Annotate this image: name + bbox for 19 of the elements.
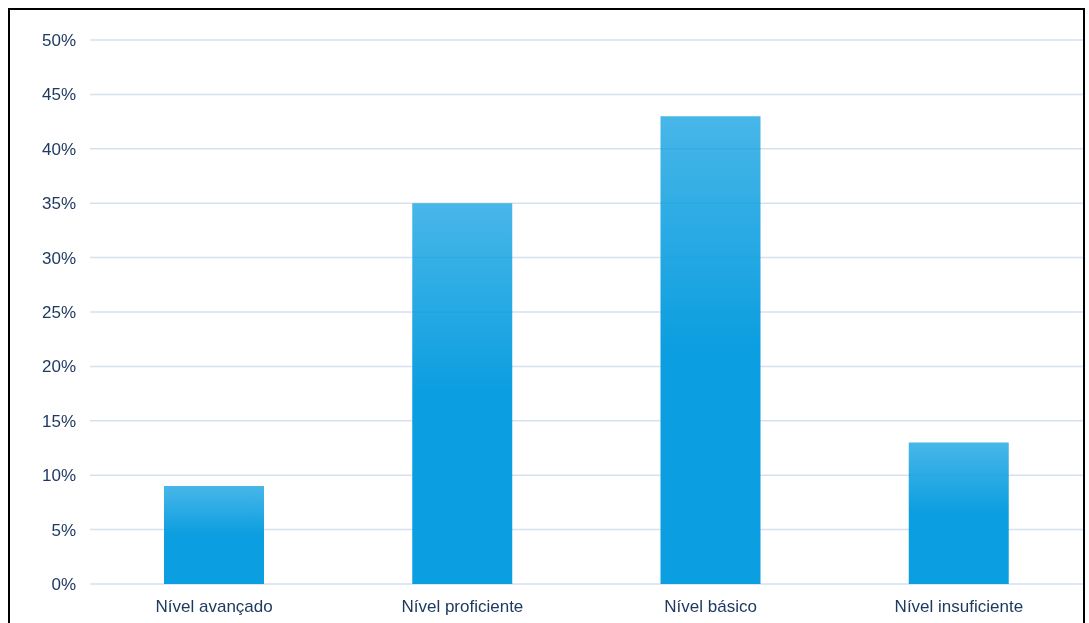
x-tick-label: Nível proficiente [401, 597, 524, 617]
y-tick-label: 45% [41, 85, 76, 105]
y-tick-label: 25% [41, 303, 76, 323]
bar [412, 203, 513, 584]
bar [660, 116, 761, 584]
x-tick-label: Nível básico [664, 597, 757, 617]
x-tick-label: Nível insuficiente [894, 597, 1024, 617]
x-tick-label: Nível avançado [155, 597, 273, 617]
y-tick-label: 50% [41, 31, 76, 51]
y-tick-label: 5% [51, 520, 76, 540]
y-tick-label: 40% [41, 139, 76, 159]
y-tick-label: 0% [51, 575, 76, 595]
y-tick-label: 15% [41, 411, 76, 431]
y-tick-label: 35% [41, 194, 76, 214]
y-tick-label: 20% [41, 357, 76, 377]
bar [164, 486, 264, 584]
y-tick-label: 10% [41, 466, 76, 486]
y-tick-label: 30% [41, 248, 76, 268]
bar [908, 442, 1009, 584]
